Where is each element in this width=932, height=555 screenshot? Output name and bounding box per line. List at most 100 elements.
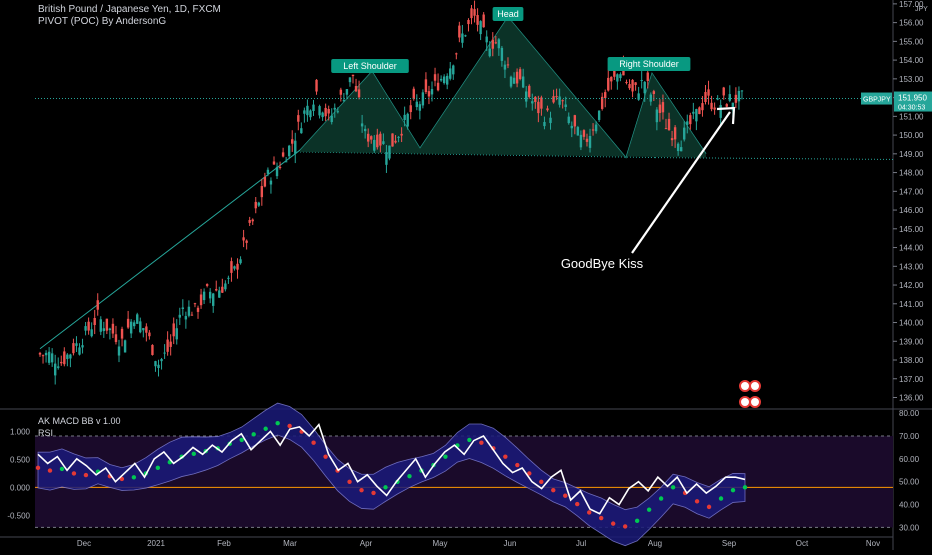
time-tick-label: Jul <box>576 539 586 548</box>
candle-body <box>84 326 87 331</box>
macd-point <box>551 487 556 493</box>
candle-body <box>549 117 552 124</box>
macd-point <box>527 471 532 476</box>
candle-body <box>613 70 616 77</box>
pattern-label-box <box>492 7 524 21</box>
candle-body <box>655 109 659 123</box>
candle-body <box>87 321 90 331</box>
candle-body <box>245 240 248 243</box>
candle-body <box>403 114 406 121</box>
candle-body <box>148 332 151 337</box>
candle-body <box>710 102 713 110</box>
candle-body <box>537 101 540 114</box>
candle-body <box>500 47 504 61</box>
candle-body <box>467 19 470 25</box>
rsi-tick-label: 30.00 <box>899 523 920 532</box>
macd-point <box>251 432 256 437</box>
candle-body <box>324 107 327 117</box>
macd-tick-label: -0.500 <box>7 511 30 520</box>
price-tick-label: 136.00 <box>899 394 924 403</box>
candle-body <box>722 87 725 96</box>
candle-body <box>698 107 701 115</box>
last-price-tag <box>894 91 932 112</box>
macd-point <box>599 515 604 521</box>
candle-body <box>482 14 485 28</box>
price-tick-label: 138.00 <box>899 356 924 365</box>
candle-body <box>75 343 78 346</box>
candle-body <box>224 283 227 290</box>
candle-body <box>461 33 464 43</box>
candle-body <box>734 94 738 103</box>
candle-body <box>212 293 215 306</box>
candle-body <box>531 101 534 104</box>
candle-body <box>60 361 63 364</box>
candle-body <box>528 85 531 97</box>
candle-body <box>707 89 710 96</box>
candle-body <box>275 167 279 177</box>
rsi-line <box>37 422 746 515</box>
candle-body <box>664 128 668 130</box>
candle-body <box>257 202 260 206</box>
arrow-head <box>716 106 736 125</box>
candle-body <box>418 104 422 111</box>
price-tick-label: 151.00 <box>899 112 924 121</box>
candle-body <box>607 77 610 91</box>
candle-body <box>433 74 437 81</box>
macd-point <box>694 499 700 504</box>
candle-body <box>269 180 273 185</box>
price-tick-label: 142.00 <box>899 281 924 290</box>
candle-body <box>667 118 671 131</box>
candle-body <box>111 323 115 334</box>
candle-body <box>105 318 109 331</box>
macd-point <box>443 454 448 459</box>
neckline <box>299 151 656 159</box>
macd-point <box>311 440 316 445</box>
candle-body <box>221 286 224 293</box>
candle-body <box>139 321 142 333</box>
macd-point <box>83 472 89 478</box>
candle-body <box>631 79 634 92</box>
candle-body <box>163 352 166 354</box>
candle-body <box>96 300 99 310</box>
candle-body <box>254 201 257 209</box>
candle-body <box>160 359 163 362</box>
candle-body <box>379 133 382 146</box>
macd-point <box>191 451 196 457</box>
candle-body <box>643 81 646 94</box>
candle-body <box>233 266 236 269</box>
candle-body <box>673 127 677 140</box>
candle-body <box>412 88 415 100</box>
candle-body <box>509 76 513 87</box>
macd-point <box>646 507 652 512</box>
candle-body <box>725 104 728 107</box>
candle-body <box>363 128 367 132</box>
candle-body <box>701 103 704 111</box>
candle-body <box>184 316 188 320</box>
candle-body <box>227 277 230 279</box>
candle-body <box>142 328 145 331</box>
pattern-label: Right Shoulder <box>619 59 679 69</box>
candle-body <box>357 89 361 98</box>
candle-body <box>628 84 631 89</box>
candle-body <box>567 116 570 124</box>
symbol-tag-label: GBPJPY <box>863 97 891 104</box>
rsi-tick-label: 70.00 <box>899 432 920 441</box>
candle-body <box>716 98 719 100</box>
candle-body <box>479 21 482 35</box>
candle-body <box>123 340 127 353</box>
candle-body <box>382 141 385 144</box>
macd-point <box>47 468 53 473</box>
lower-indicator-pane <box>35 402 893 547</box>
candle-body <box>521 76 525 88</box>
candle-body <box>473 9 476 16</box>
time-tick-label: Dec <box>77 539 91 548</box>
candle-body <box>600 96 604 109</box>
candle-body <box>133 322 136 327</box>
candle-body <box>281 152 285 157</box>
price-tick-label: 146.00 <box>899 206 924 215</box>
candle-body <box>196 307 200 312</box>
candle-body <box>564 104 567 108</box>
candle-body <box>525 91 528 102</box>
candle-body <box>236 263 239 270</box>
